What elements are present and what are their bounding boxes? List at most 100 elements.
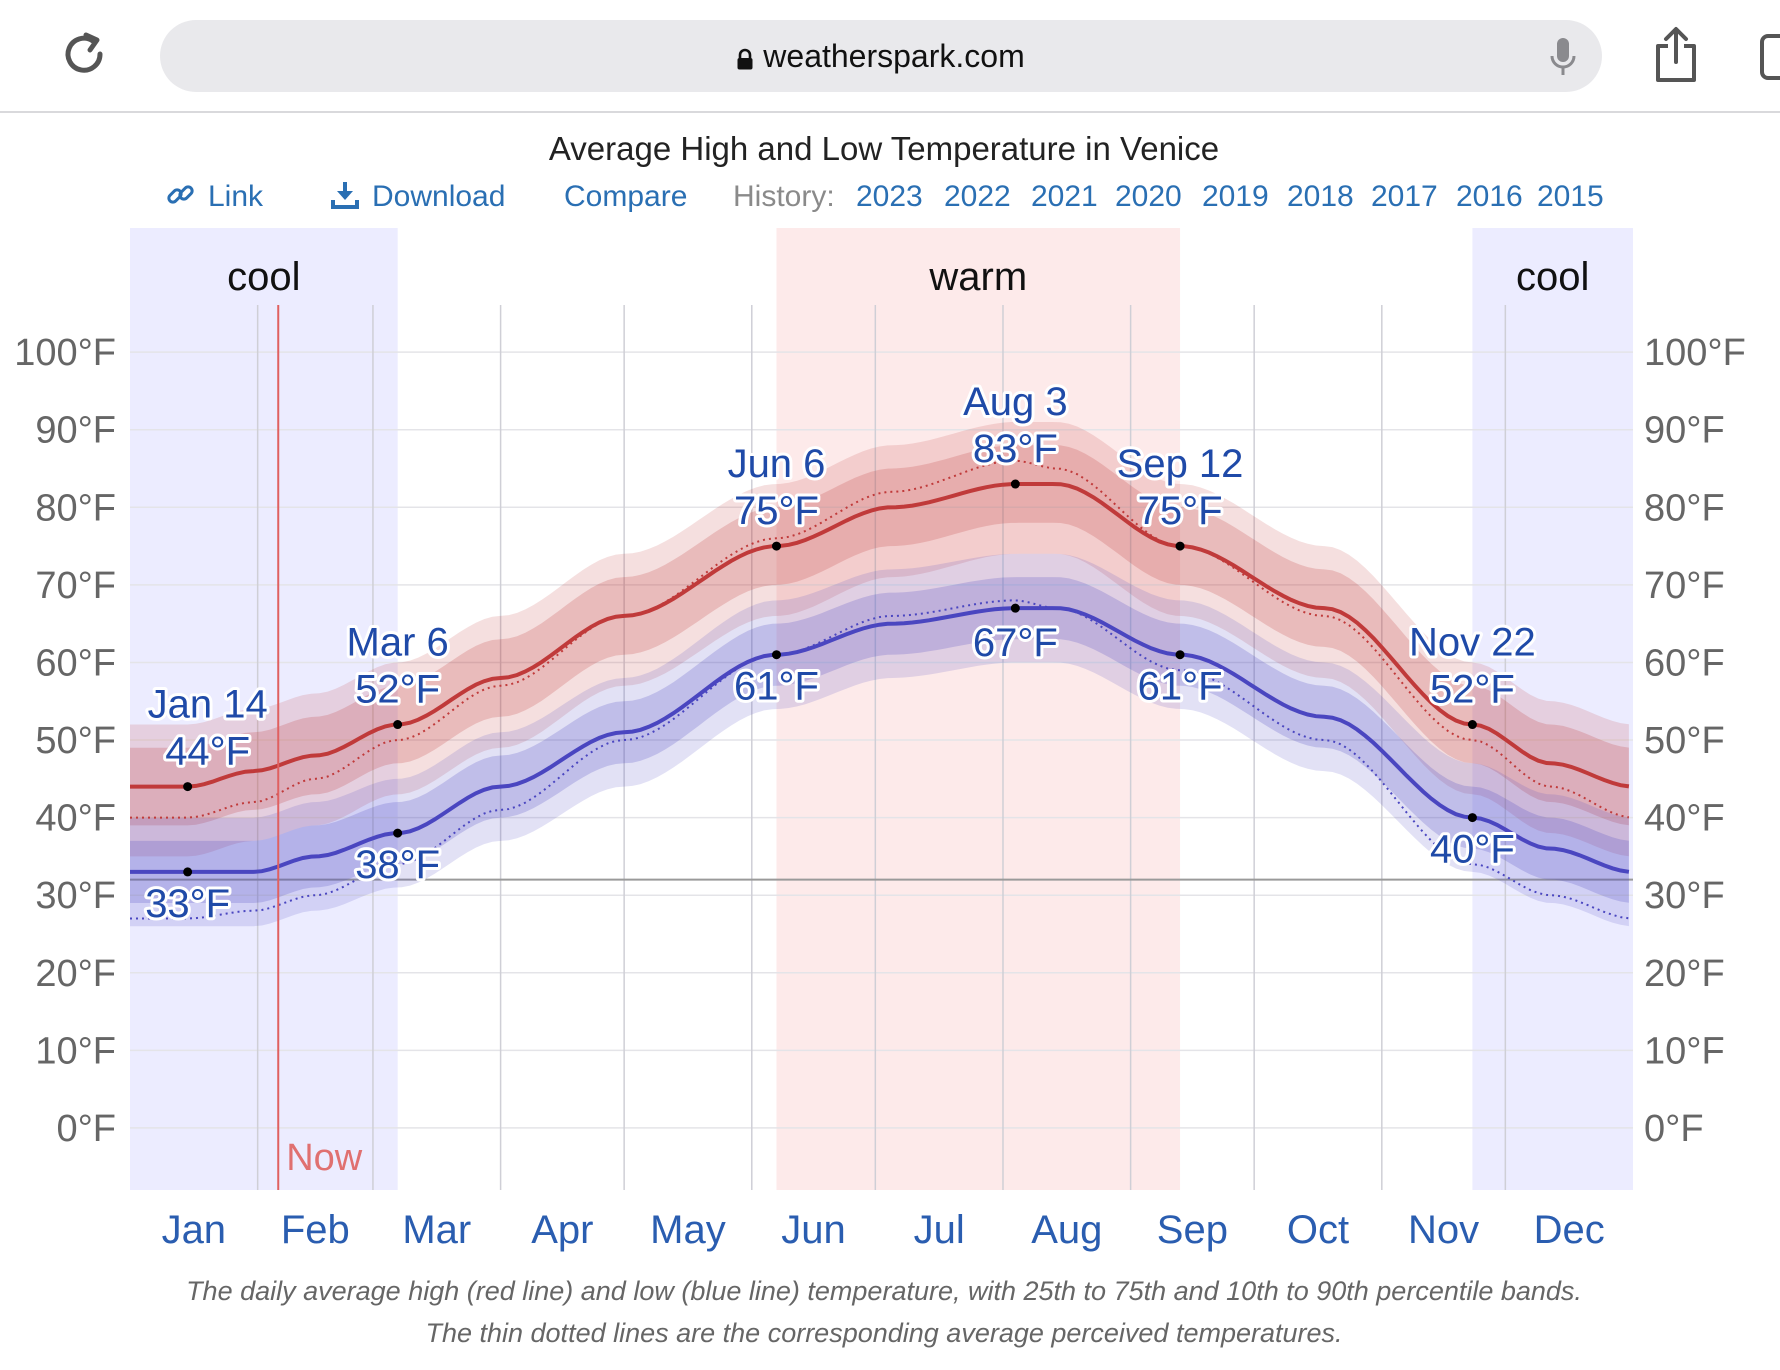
percentile-band-10-90 bbox=[130, 553, 1629, 927]
season-band bbox=[130, 228, 398, 1190]
average-low-line bbox=[130, 606, 1630, 874]
y-tick-label-left: 20°F bbox=[35, 953, 116, 995]
y-tick-label-right: 50°F bbox=[1644, 720, 1725, 762]
annotation-point bbox=[1175, 541, 1185, 551]
month-label: Jan bbox=[162, 1208, 227, 1252]
percentile-band-25-75 bbox=[130, 577, 1629, 903]
annotation-point bbox=[771, 650, 781, 660]
annotation-value: 33°F bbox=[145, 882, 230, 926]
history-year-link[interactable]: 2021 bbox=[1031, 180, 1098, 213]
annotation-value: 75°F bbox=[1138, 489, 1223, 533]
annotation-date: Sep 12 bbox=[1117, 442, 1244, 486]
annotation-value: 44°F bbox=[165, 730, 250, 774]
average-high-line bbox=[130, 482, 1630, 789]
month-label: Sep bbox=[1157, 1208, 1228, 1252]
chart-toolbar: Link Download Compare History: 2023 2022… bbox=[0, 180, 1780, 224]
season-label: cool bbox=[227, 255, 300, 299]
history-year-link[interactable]: 2018 bbox=[1287, 180, 1354, 213]
y-tick-label-left: 10°F bbox=[35, 1030, 116, 1072]
address-bar[interactable]: weatherspark.com bbox=[160, 20, 1602, 92]
y-tick-label-left: 50°F bbox=[35, 720, 116, 762]
history-year-link[interactable]: 2019 bbox=[1202, 180, 1269, 213]
y-tick-label-left: 80°F bbox=[35, 487, 116, 529]
month-label: Nov bbox=[1408, 1208, 1479, 1252]
annotation-point bbox=[1175, 650, 1185, 660]
microphone-icon[interactable] bbox=[1548, 36, 1578, 78]
history-year-link[interactable]: 2020 bbox=[1115, 180, 1182, 213]
month-label: May bbox=[650, 1208, 726, 1252]
annotation-point bbox=[183, 782, 193, 792]
perceived-temperature-line bbox=[130, 459, 1630, 819]
percentile-band-25-75 bbox=[130, 445, 1629, 826]
annotation-value: 61°F bbox=[734, 665, 819, 709]
history-year-link[interactable]: 2023 bbox=[856, 180, 923, 213]
annotation-point bbox=[183, 867, 193, 877]
perceived-temperature-line bbox=[130, 599, 1630, 920]
month-label: Jul bbox=[914, 1208, 965, 1252]
annotation-point bbox=[771, 541, 781, 551]
annotation-value: 67°F bbox=[973, 621, 1058, 665]
annotation-date: Jun 6 bbox=[728, 442, 826, 486]
annotation-value: 52°F bbox=[1430, 668, 1515, 712]
share-icon bbox=[1656, 27, 1696, 82]
share-button[interactable] bbox=[1652, 26, 1700, 89]
reload-button[interactable] bbox=[60, 30, 110, 80]
annotation-date: Mar 6 bbox=[347, 621, 449, 665]
month-label: Dec bbox=[1534, 1208, 1605, 1252]
month-label: Apr bbox=[531, 1208, 593, 1252]
y-tick-label-left: 90°F bbox=[35, 410, 116, 452]
y-tick-label-right: 90°F bbox=[1644, 410, 1725, 452]
y-tick-label-right: 40°F bbox=[1644, 798, 1725, 840]
y-tick-label-right: 0°F bbox=[1644, 1108, 1704, 1150]
link-label: Link bbox=[208, 180, 264, 213]
percentile-band-10-90 bbox=[130, 422, 1629, 857]
link-button[interactable]: Link bbox=[166, 180, 263, 214]
y-tick-label-left: 70°F bbox=[35, 565, 116, 607]
tabs-button[interactable] bbox=[1760, 34, 1780, 85]
annotation-date: Aug 3 bbox=[963, 380, 1068, 424]
download-button[interactable]: Download bbox=[330, 180, 505, 214]
month-label: Feb bbox=[281, 1208, 350, 1252]
compare-link[interactable]: Compare bbox=[564, 180, 688, 213]
annotation-value: 52°F bbox=[355, 668, 440, 712]
y-tick-label-right: 100°F bbox=[1644, 332, 1746, 374]
annotation-point bbox=[393, 720, 403, 730]
tabs-icon bbox=[1760, 34, 1780, 80]
annotation-point bbox=[1010, 479, 1020, 489]
y-tick-label-left: 100°F bbox=[14, 332, 116, 374]
history-year-link[interactable]: 2022 bbox=[944, 180, 1011, 213]
download-label: Download bbox=[372, 180, 506, 213]
download-icon bbox=[331, 182, 359, 209]
chart-title: Average High and Low Temperature in Veni… bbox=[548, 130, 1220, 167]
annotation-value: 83°F bbox=[973, 427, 1058, 471]
month-label: Oct bbox=[1287, 1208, 1349, 1252]
season-label: warm bbox=[928, 255, 1027, 299]
history-year-link[interactable]: 2017 bbox=[1371, 180, 1438, 213]
reload-icon bbox=[65, 32, 103, 73]
history-year-link[interactable]: 2016 bbox=[1456, 180, 1523, 213]
annotation-date: Jan 14 bbox=[148, 683, 268, 727]
y-tick-label-right: 80°F bbox=[1644, 487, 1725, 529]
season-label: cool bbox=[1516, 255, 1589, 299]
now-label: Now bbox=[286, 1137, 363, 1179]
y-tick-label-right: 70°F bbox=[1644, 565, 1725, 607]
annotation-value: 75°F bbox=[734, 489, 819, 533]
y-tick-label-right: 30°F bbox=[1644, 875, 1725, 917]
month-label: Aug bbox=[1031, 1208, 1102, 1252]
y-tick-label-right: 20°F bbox=[1644, 953, 1725, 995]
annotation-value: 38°F bbox=[355, 843, 440, 887]
annotation-value: 40°F bbox=[1430, 828, 1515, 872]
season-band bbox=[776, 228, 1181, 1190]
history-year-link[interactable]: 2015 bbox=[1537, 180, 1604, 213]
url-text: weatherspark.com bbox=[763, 38, 1025, 74]
season-band bbox=[1472, 228, 1633, 1190]
y-tick-label-left: 0°F bbox=[56, 1108, 116, 1150]
chart-caption-line-1: The daily average high (red line) and lo… bbox=[186, 1276, 1582, 1306]
annotation-point bbox=[1467, 813, 1477, 823]
y-tick-label-right: 60°F bbox=[1644, 642, 1725, 684]
lock-icon bbox=[737, 48, 753, 70]
annotation-value: 61°F bbox=[1138, 665, 1223, 709]
chart-caption-line-2: The thin dotted lines are the correspond… bbox=[425, 1318, 1343, 1348]
y-tick-label-left: 60°F bbox=[35, 642, 116, 684]
month-label: Jun bbox=[781, 1208, 846, 1252]
